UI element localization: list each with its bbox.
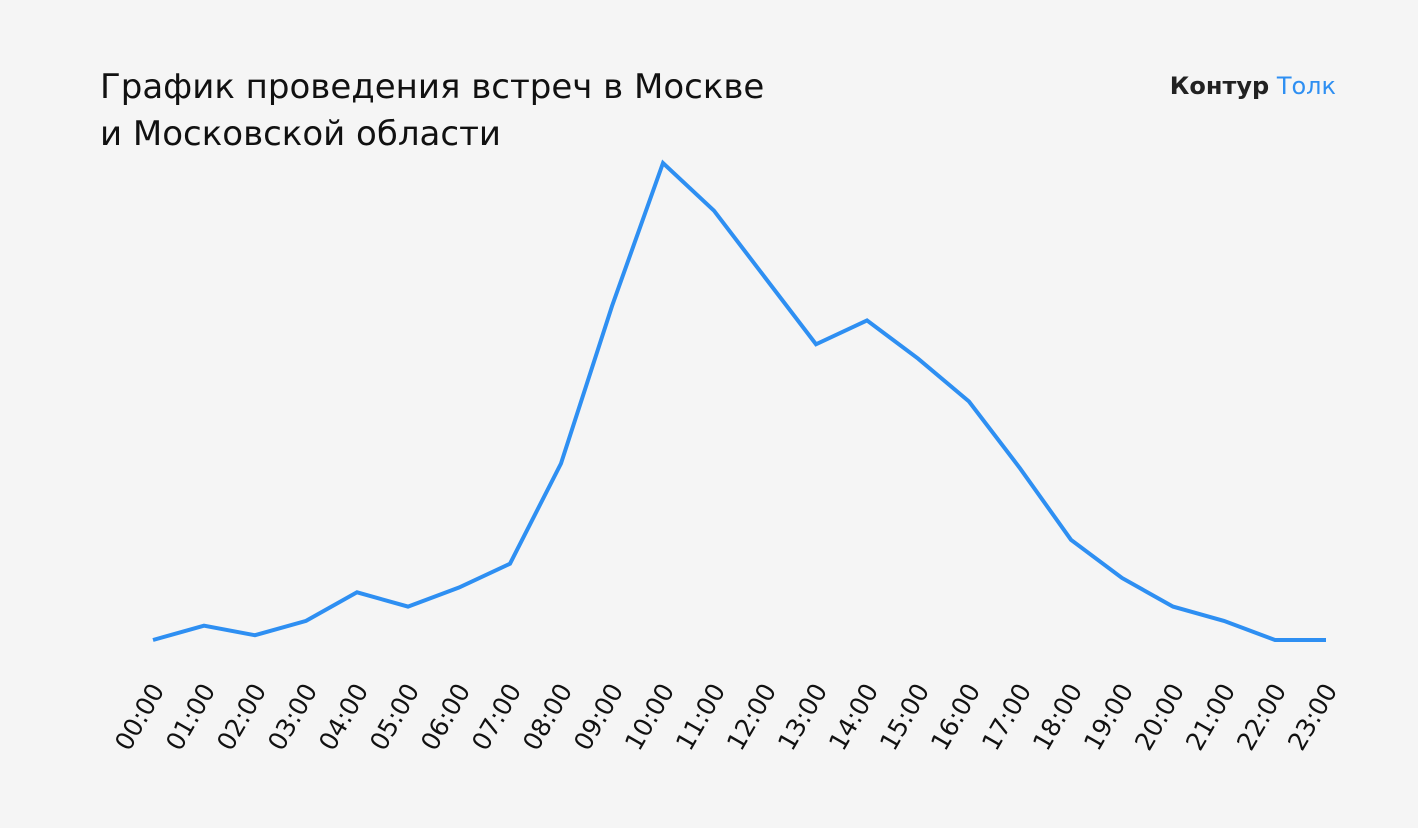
chart-title: График проведения встреч в Москве: [100, 67, 764, 107]
chart-title: и Московской области: [100, 114, 501, 154]
logo-product: Толк: [1276, 72, 1336, 100]
line: [152, 159, 1326, 642]
logo: Контур Толк: [1170, 72, 1336, 100]
logo-brand: Контур: [1170, 72, 1269, 100]
